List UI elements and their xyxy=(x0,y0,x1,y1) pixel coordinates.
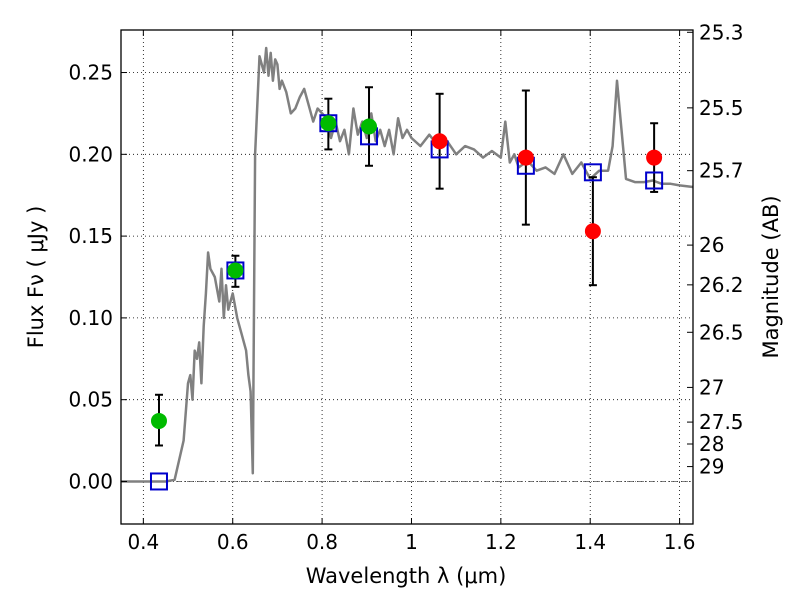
right-tick-label: 27 xyxy=(699,375,724,399)
y-tick-label: 0.00 xyxy=(68,469,113,493)
y-axis-ticks: 0.00 0.05 0.10 0.15 0.20 0.25 xyxy=(68,61,127,493)
right-tick-label: 26.2 xyxy=(699,273,744,297)
x-tick-label: 0.4 xyxy=(127,530,159,554)
data-point xyxy=(227,262,244,279)
data-point xyxy=(431,133,448,150)
x-tick-label: 1 xyxy=(405,530,418,554)
sed-model-line xyxy=(121,46,694,483)
y-tick-label: 0.20 xyxy=(68,142,113,166)
data-point xyxy=(584,223,601,240)
right-tick-label: 25.5 xyxy=(699,96,744,120)
x-tick-label: 1.4 xyxy=(574,530,606,554)
y-tick-label: 0.25 xyxy=(68,61,113,85)
model-flux-marker xyxy=(645,171,664,190)
y-axis-label: Flux Fν ( μJy ) xyxy=(24,206,48,349)
plot-area xyxy=(121,46,694,491)
markers xyxy=(149,114,664,491)
plot-frame xyxy=(120,29,694,525)
right-tick-label: 28 xyxy=(699,432,724,456)
right-tick-label: 27.5 xyxy=(699,410,744,434)
data-point xyxy=(646,149,663,166)
data-point xyxy=(320,115,337,132)
right-tick-label: 29 xyxy=(699,455,724,479)
right-tick-label: 25.3 xyxy=(699,20,744,44)
x-tick-label: 1.6 xyxy=(664,530,696,554)
data-point xyxy=(150,412,167,429)
model-flux-marker xyxy=(583,163,602,182)
y-tick-label: 0.15 xyxy=(68,224,113,248)
data-point xyxy=(361,118,378,135)
x-tick-label: 0.6 xyxy=(217,530,249,554)
y-tick-label: 0.10 xyxy=(68,306,113,330)
x-axis-ticks: 0.4 0.6 0.8 1 1.2 1.4 1.6 xyxy=(127,30,696,554)
x-tick-label: 1.2 xyxy=(485,530,517,554)
right-tick-label: 26 xyxy=(699,233,724,257)
right-axis-label: Magnitude (AB) xyxy=(759,195,783,358)
y-tick-label: 0.05 xyxy=(68,388,113,412)
x-tick-label: 0.8 xyxy=(306,530,338,554)
data-point xyxy=(517,149,534,166)
x-axis-label: Wavelength λ (μm) xyxy=(306,564,507,588)
right-tick-label: 25.7 xyxy=(699,159,744,183)
right-tick-label: 26.5 xyxy=(699,320,744,344)
model-flux-marker xyxy=(149,472,168,491)
